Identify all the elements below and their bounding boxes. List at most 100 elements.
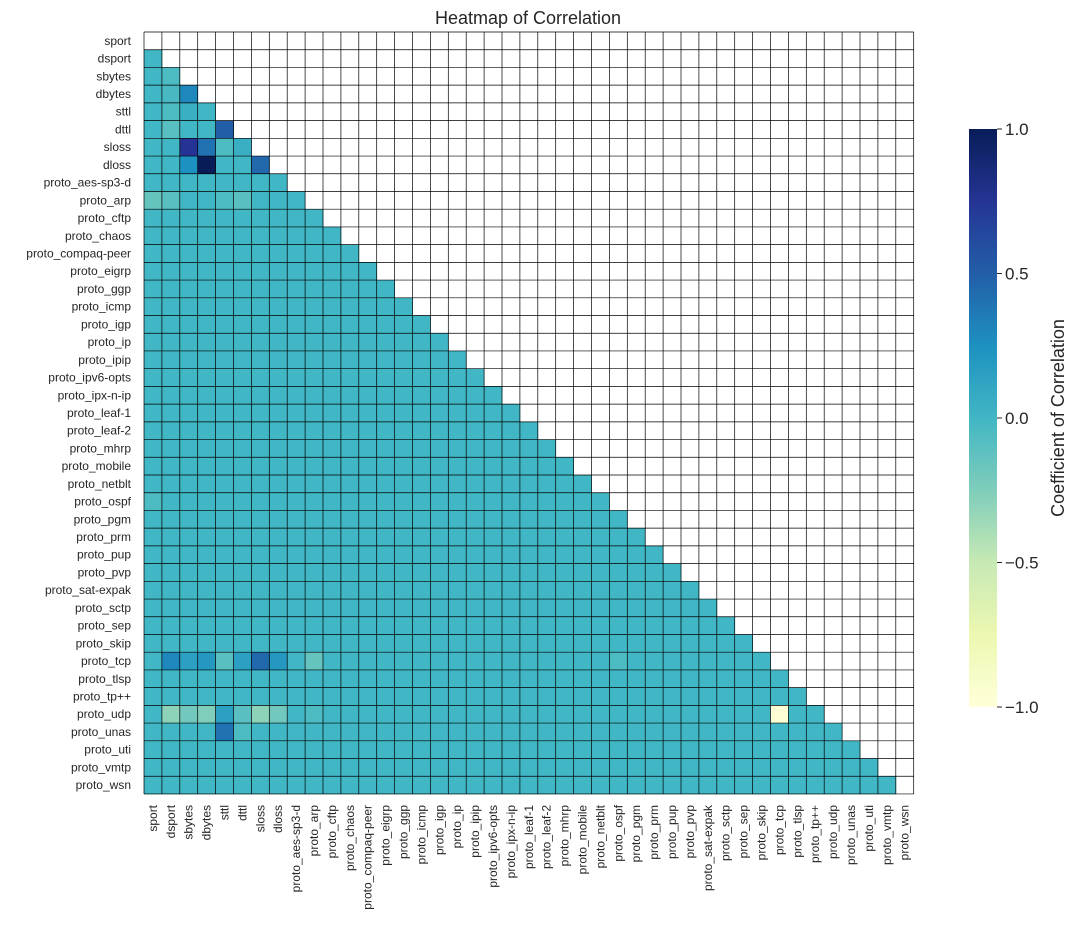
- heatmap-cell: [537, 723, 557, 742]
- heatmap-cell: [144, 333, 163, 352]
- heatmap-cell: [609, 634, 628, 653]
- heatmap-cell: [430, 634, 449, 653]
- heatmap-cell: [340, 723, 360, 742]
- heatmap-cell: [251, 350, 270, 370]
- heatmap-cell: [376, 315, 395, 334]
- heatmap-cell: [663, 776, 682, 795]
- heatmap-cell: [681, 616, 700, 635]
- heatmap-cell: [215, 457, 234, 476]
- heatmap-cell: [448, 740, 467, 759]
- heatmap-cell: [251, 563, 270, 582]
- heatmap-cell: [197, 510, 216, 529]
- heatmap-cell: [645, 581, 664, 600]
- heatmap-cell: [502, 404, 521, 423]
- heatmap-cell: [251, 545, 270, 564]
- heatmap-cell: [305, 350, 324, 370]
- heatmap-cell: [394, 350, 413, 370]
- heatmap-cell: [555, 652, 574, 671]
- heatmap-cell: [323, 333, 342, 352]
- x-tick-label: proto_compaq-peer: [361, 805, 375, 910]
- heatmap-cell: [466, 758, 485, 777]
- heatmap-cell: [233, 776, 252, 795]
- heatmap-cell: [627, 758, 646, 777]
- x-tick-label: proto_ggp: [397, 805, 411, 859]
- heatmap-cell: [698, 740, 718, 759]
- heatmap-cell: [323, 475, 342, 494]
- heatmap-cell: [305, 226, 324, 246]
- x-tick-label: proto_cftp: [325, 805, 339, 859]
- heatmap-cell: [824, 758, 843, 777]
- heatmap-cell: [269, 634, 288, 653]
- heatmap-cell: [323, 581, 342, 600]
- heatmap-cell: [573, 634, 592, 653]
- heatmap-cell: [627, 599, 646, 618]
- heatmap-cell: [519, 492, 539, 511]
- heatmap-cell: [305, 545, 324, 564]
- heatmap-cell: [555, 616, 574, 635]
- heatmap-cell: [466, 563, 485, 582]
- heatmap-cell: [358, 333, 378, 352]
- heatmap-cell: [681, 758, 700, 777]
- heatmap-cell: [502, 563, 521, 582]
- heatmap-cell: [627, 740, 646, 759]
- heatmap-cell: [161, 705, 181, 724]
- heatmap-cell: [573, 545, 592, 564]
- heatmap-cell: [537, 669, 557, 689]
- heatmap-cell: [287, 368, 306, 387]
- heatmap-cell: [215, 510, 234, 529]
- heatmap-cell: [161, 421, 181, 440]
- heatmap-cell: [591, 563, 610, 582]
- heatmap-cell: [484, 740, 503, 759]
- heatmap-cell: [233, 669, 252, 689]
- heatmap-cell: [519, 599, 539, 618]
- heatmap-cell: [376, 705, 395, 724]
- heatmap-cell: [323, 705, 342, 724]
- heatmap-cell: [161, 333, 181, 352]
- heatmap-cell: [287, 723, 306, 742]
- heatmap-cell: [340, 475, 360, 494]
- heatmap-cell: [376, 368, 395, 387]
- heatmap-cell: [645, 723, 664, 742]
- heatmap-cell: [627, 652, 646, 671]
- heatmap-cell: [269, 404, 288, 423]
- heatmap-cell: [716, 776, 736, 795]
- heatmap-cell: [233, 492, 252, 511]
- heatmap-cell: [537, 652, 557, 671]
- heatmap-cell: [251, 386, 270, 405]
- heatmap-cell: [770, 687, 789, 706]
- heatmap-cell: [251, 368, 270, 387]
- y-tick-label: proto_ipip: [78, 353, 131, 367]
- heatmap-cell: [179, 173, 199, 192]
- heatmap-cell: [430, 563, 449, 582]
- heatmap-cell: [430, 510, 449, 529]
- heatmap-cell: [215, 209, 234, 228]
- heatmap-cell: [161, 740, 181, 759]
- heatmap-cell: [287, 475, 306, 494]
- y-tick-label: proto_sctp: [75, 601, 131, 615]
- heatmap-cell: [215, 723, 234, 742]
- heatmap-cell: [716, 669, 736, 689]
- heatmap-cell: [144, 226, 163, 246]
- heatmap-cell: [519, 545, 539, 564]
- heatmap-cell: [448, 404, 467, 423]
- heatmap-cell: [269, 280, 288, 299]
- heatmap-cell: [323, 740, 342, 759]
- heatmap-cell: [144, 191, 163, 210]
- heatmap-cell: [179, 776, 199, 795]
- heatmap-cell: [519, 457, 539, 476]
- heatmap-cell: [645, 545, 664, 564]
- heatmap-cell: [537, 510, 557, 529]
- heatmap-cell: [519, 634, 539, 653]
- heatmap-cell: [681, 652, 700, 671]
- heatmap-cell: [430, 776, 449, 795]
- heatmap-cell: [323, 563, 342, 582]
- heatmap-cell: [269, 457, 288, 476]
- heatmap-cell: [305, 368, 324, 387]
- heatmap-cell: [555, 528, 574, 547]
- heatmap-cell: [197, 191, 216, 210]
- y-tick-label: proto_ggp: [77, 282, 131, 296]
- heatmap-cell: [251, 669, 270, 689]
- heatmap-cell: [663, 652, 682, 671]
- heatmap-cell: [537, 545, 557, 564]
- heatmap-cell: [179, 386, 199, 405]
